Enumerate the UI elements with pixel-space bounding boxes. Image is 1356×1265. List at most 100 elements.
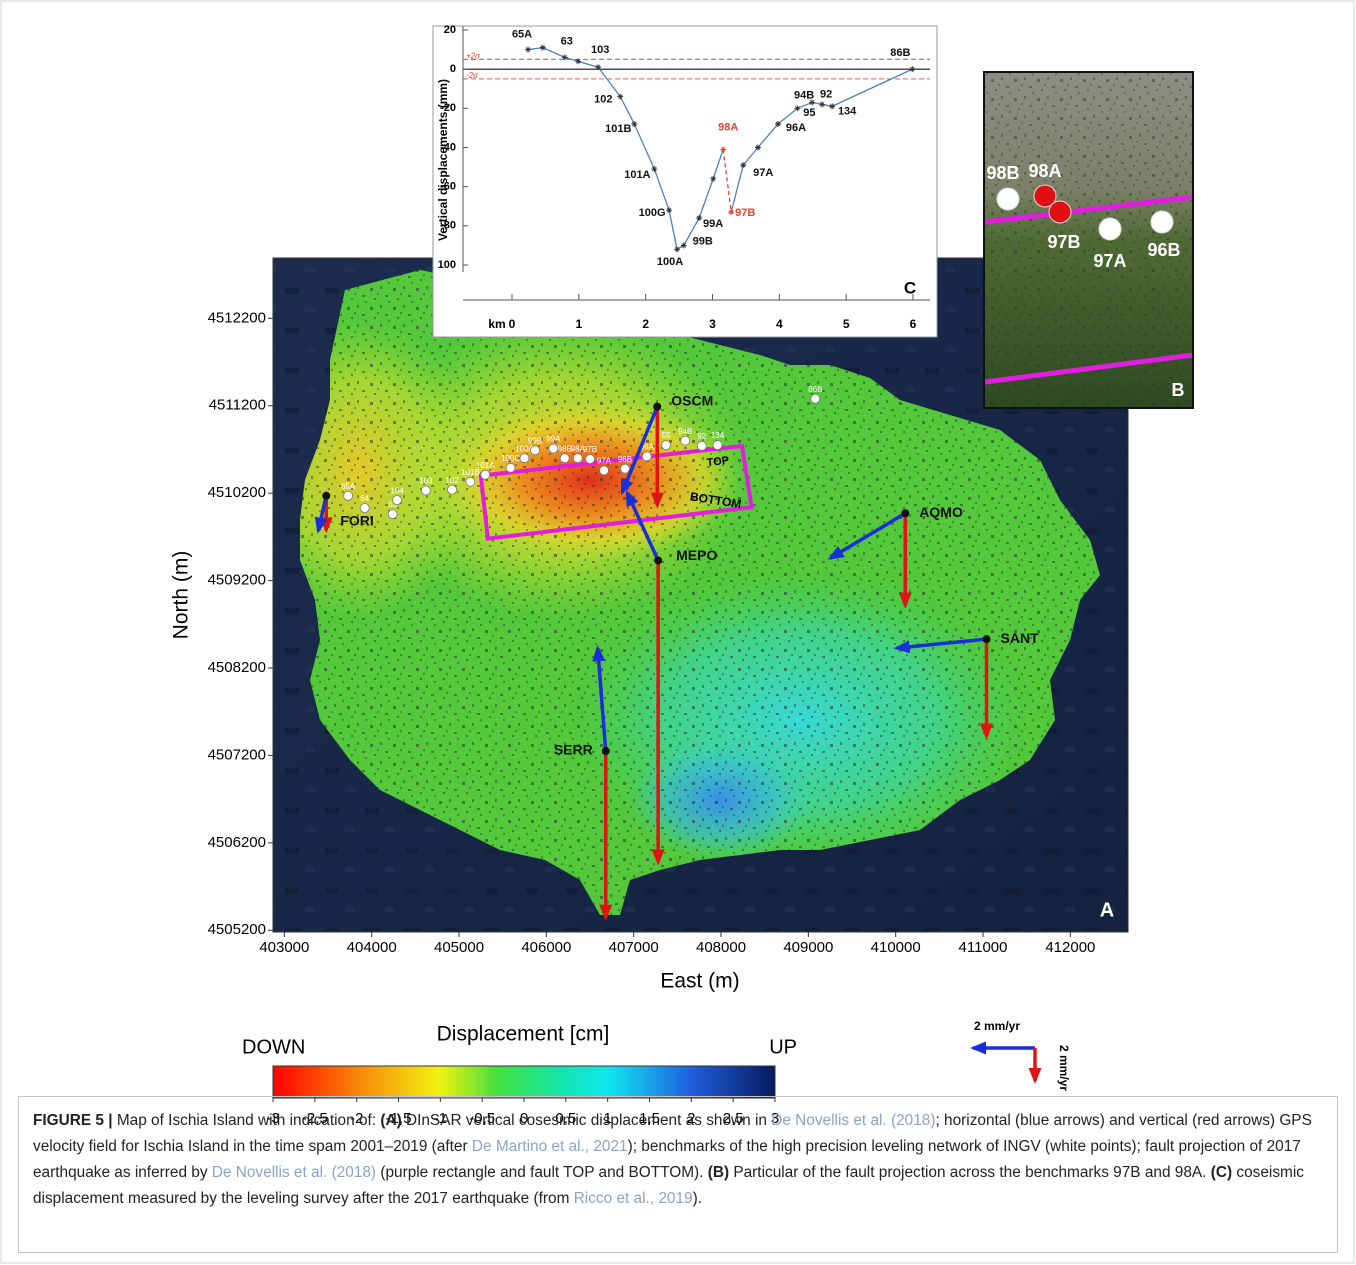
x-tick-label: 4 <box>776 317 783 331</box>
gps-station <box>983 635 991 643</box>
benchmark <box>599 466 608 475</box>
x-tick-label: 411000 <box>959 939 1008 956</box>
colorbar-title: Displacement [cm] <box>437 1023 610 1046</box>
benchmark <box>697 441 706 450</box>
arrow-head <box>1029 1068 1042 1084</box>
benchmark <box>549 444 558 453</box>
benchmark-label: 65A <box>341 482 356 491</box>
y-tick-label: 100 <box>438 259 456 271</box>
benchmark <box>1099 218 1121 240</box>
benchmark <box>506 463 515 472</box>
benchmark-label: 102 <box>445 476 459 485</box>
x-tick-label: 407000 <box>609 939 659 956</box>
y-tick-label: 4509200 <box>208 572 266 589</box>
caption-bold: FIGURE 5 | <box>33 1112 113 1129</box>
point-label: 86B <box>890 47 910 59</box>
benchmark-label: 101A <box>476 461 495 470</box>
sigma-label: -2σ <box>466 71 479 80</box>
caption-bold: (C) <box>1211 1164 1232 1181</box>
benchmark <box>531 446 540 455</box>
point-label: 92 <box>820 88 832 100</box>
benchmark-label: 96B <box>618 455 632 464</box>
benchmark <box>421 486 430 495</box>
gps-station <box>653 403 661 411</box>
benchmark <box>573 454 582 463</box>
benchmark <box>586 455 595 464</box>
benchmark <box>1151 211 1173 233</box>
y-tick-label: 4510200 <box>208 484 266 501</box>
y-tick-label: 4506200 <box>208 834 266 851</box>
x-tick-label: 3 <box>709 317 716 331</box>
station-label: OSCM <box>671 392 713 408</box>
benchmark <box>344 491 353 500</box>
point-label: 95 <box>803 107 815 119</box>
y-tick-label: 4505200 <box>208 921 266 938</box>
scale-horizontal-arrow <box>970 1042 1035 1055</box>
benchmark <box>466 477 475 486</box>
point-label: 97A <box>753 167 773 179</box>
scale-vertical-arrow <box>1029 1048 1042 1084</box>
benchmark <box>681 436 690 445</box>
fault-top-label: TOP <box>706 455 730 469</box>
point-label: 65A <box>512 28 532 40</box>
colorbar-high-label: UP <box>769 1036 797 1058</box>
x-tick-label: 405000 <box>434 939 484 956</box>
citation-link[interactable]: De Martino et al., 2021 <box>472 1138 628 1155</box>
point-label: 63 <box>561 36 573 48</box>
point-label: 94B <box>794 89 814 101</box>
benchmark <box>997 188 1019 210</box>
figure-caption: FIGURE 5 | Map of Ischia Island with ind… <box>18 1096 1338 1253</box>
point-label: 96A <box>786 122 806 134</box>
station-label: SERR <box>554 742 593 758</box>
caption-text: Particular of the fault projection acros… <box>729 1164 1211 1181</box>
benchmark-label: 94B <box>678 427 692 436</box>
panel-label: C <box>904 278 916 297</box>
x-tick-label: 0 <box>509 317 516 331</box>
benchmark-label: 96B <box>1147 240 1180 260</box>
citation-link[interactable]: De Novellis et al. (2018) <box>771 1112 935 1129</box>
point-label: 101A <box>624 169 650 181</box>
benchmark-label: 97A <box>1093 251 1126 271</box>
y-tick-label: 4511200 <box>209 397 266 414</box>
station-label: MEPO <box>676 547 717 563</box>
scale-horizontal-label: 2 mm/yr <box>974 1019 1020 1033</box>
point-label: 100G <box>639 207 666 219</box>
point-label: 102 <box>594 93 612 105</box>
velocity-scale: 2 mm/yr 2 mm/yr <box>970 1019 1071 1091</box>
x-tick-label: 406000 <box>521 939 571 956</box>
caption-bold: (A) <box>380 1112 401 1129</box>
benchmark <box>642 452 651 461</box>
y-tick-label: 4507200 <box>208 746 266 763</box>
y-tick-label: 20 <box>444 24 456 36</box>
benchmark-label: 64 <box>360 494 369 503</box>
benchmark-label: 86B <box>808 385 822 394</box>
benchmark-label: 97B <box>1047 232 1080 252</box>
sigma-label: +2σ <box>466 51 481 60</box>
benchmark-label: 95 <box>662 431 671 440</box>
point-label: 98A <box>718 121 738 133</box>
x-axis-title: East (m) <box>660 970 739 993</box>
point-label: 100A <box>657 256 683 268</box>
scale-vertical-label: 2 mm/yr <box>1057 1045 1071 1091</box>
benchmark <box>662 441 671 450</box>
x-tick-label: 5 <box>843 317 850 331</box>
point-label: 99A <box>703 218 723 230</box>
gps-station <box>602 747 610 755</box>
x-tick-label: 409000 <box>783 939 833 956</box>
arrow-head <box>970 1042 986 1055</box>
benchmark-label: 98B <box>986 163 1019 183</box>
benchmark <box>393 496 402 505</box>
benchmark-label: 103 <box>419 477 433 486</box>
colorbar-low-label: DOWN <box>242 1036 305 1058</box>
benchmark <box>560 454 569 463</box>
point-label: 101B <box>605 123 631 135</box>
x-tick-label: 408000 <box>696 939 746 956</box>
citation-link[interactable]: De Novellis et al. (2018) <box>212 1164 376 1181</box>
citation-link[interactable]: Ricco et al., 2019 <box>574 1190 693 1207</box>
gps-station <box>901 509 909 517</box>
caption-text: Map of Ischia Island with indication of: <box>113 1112 381 1129</box>
benchmark <box>360 504 369 513</box>
y-axis-title: North (m) <box>170 551 193 640</box>
benchmark <box>520 454 529 463</box>
benchmark-label: 98B <box>558 444 572 453</box>
